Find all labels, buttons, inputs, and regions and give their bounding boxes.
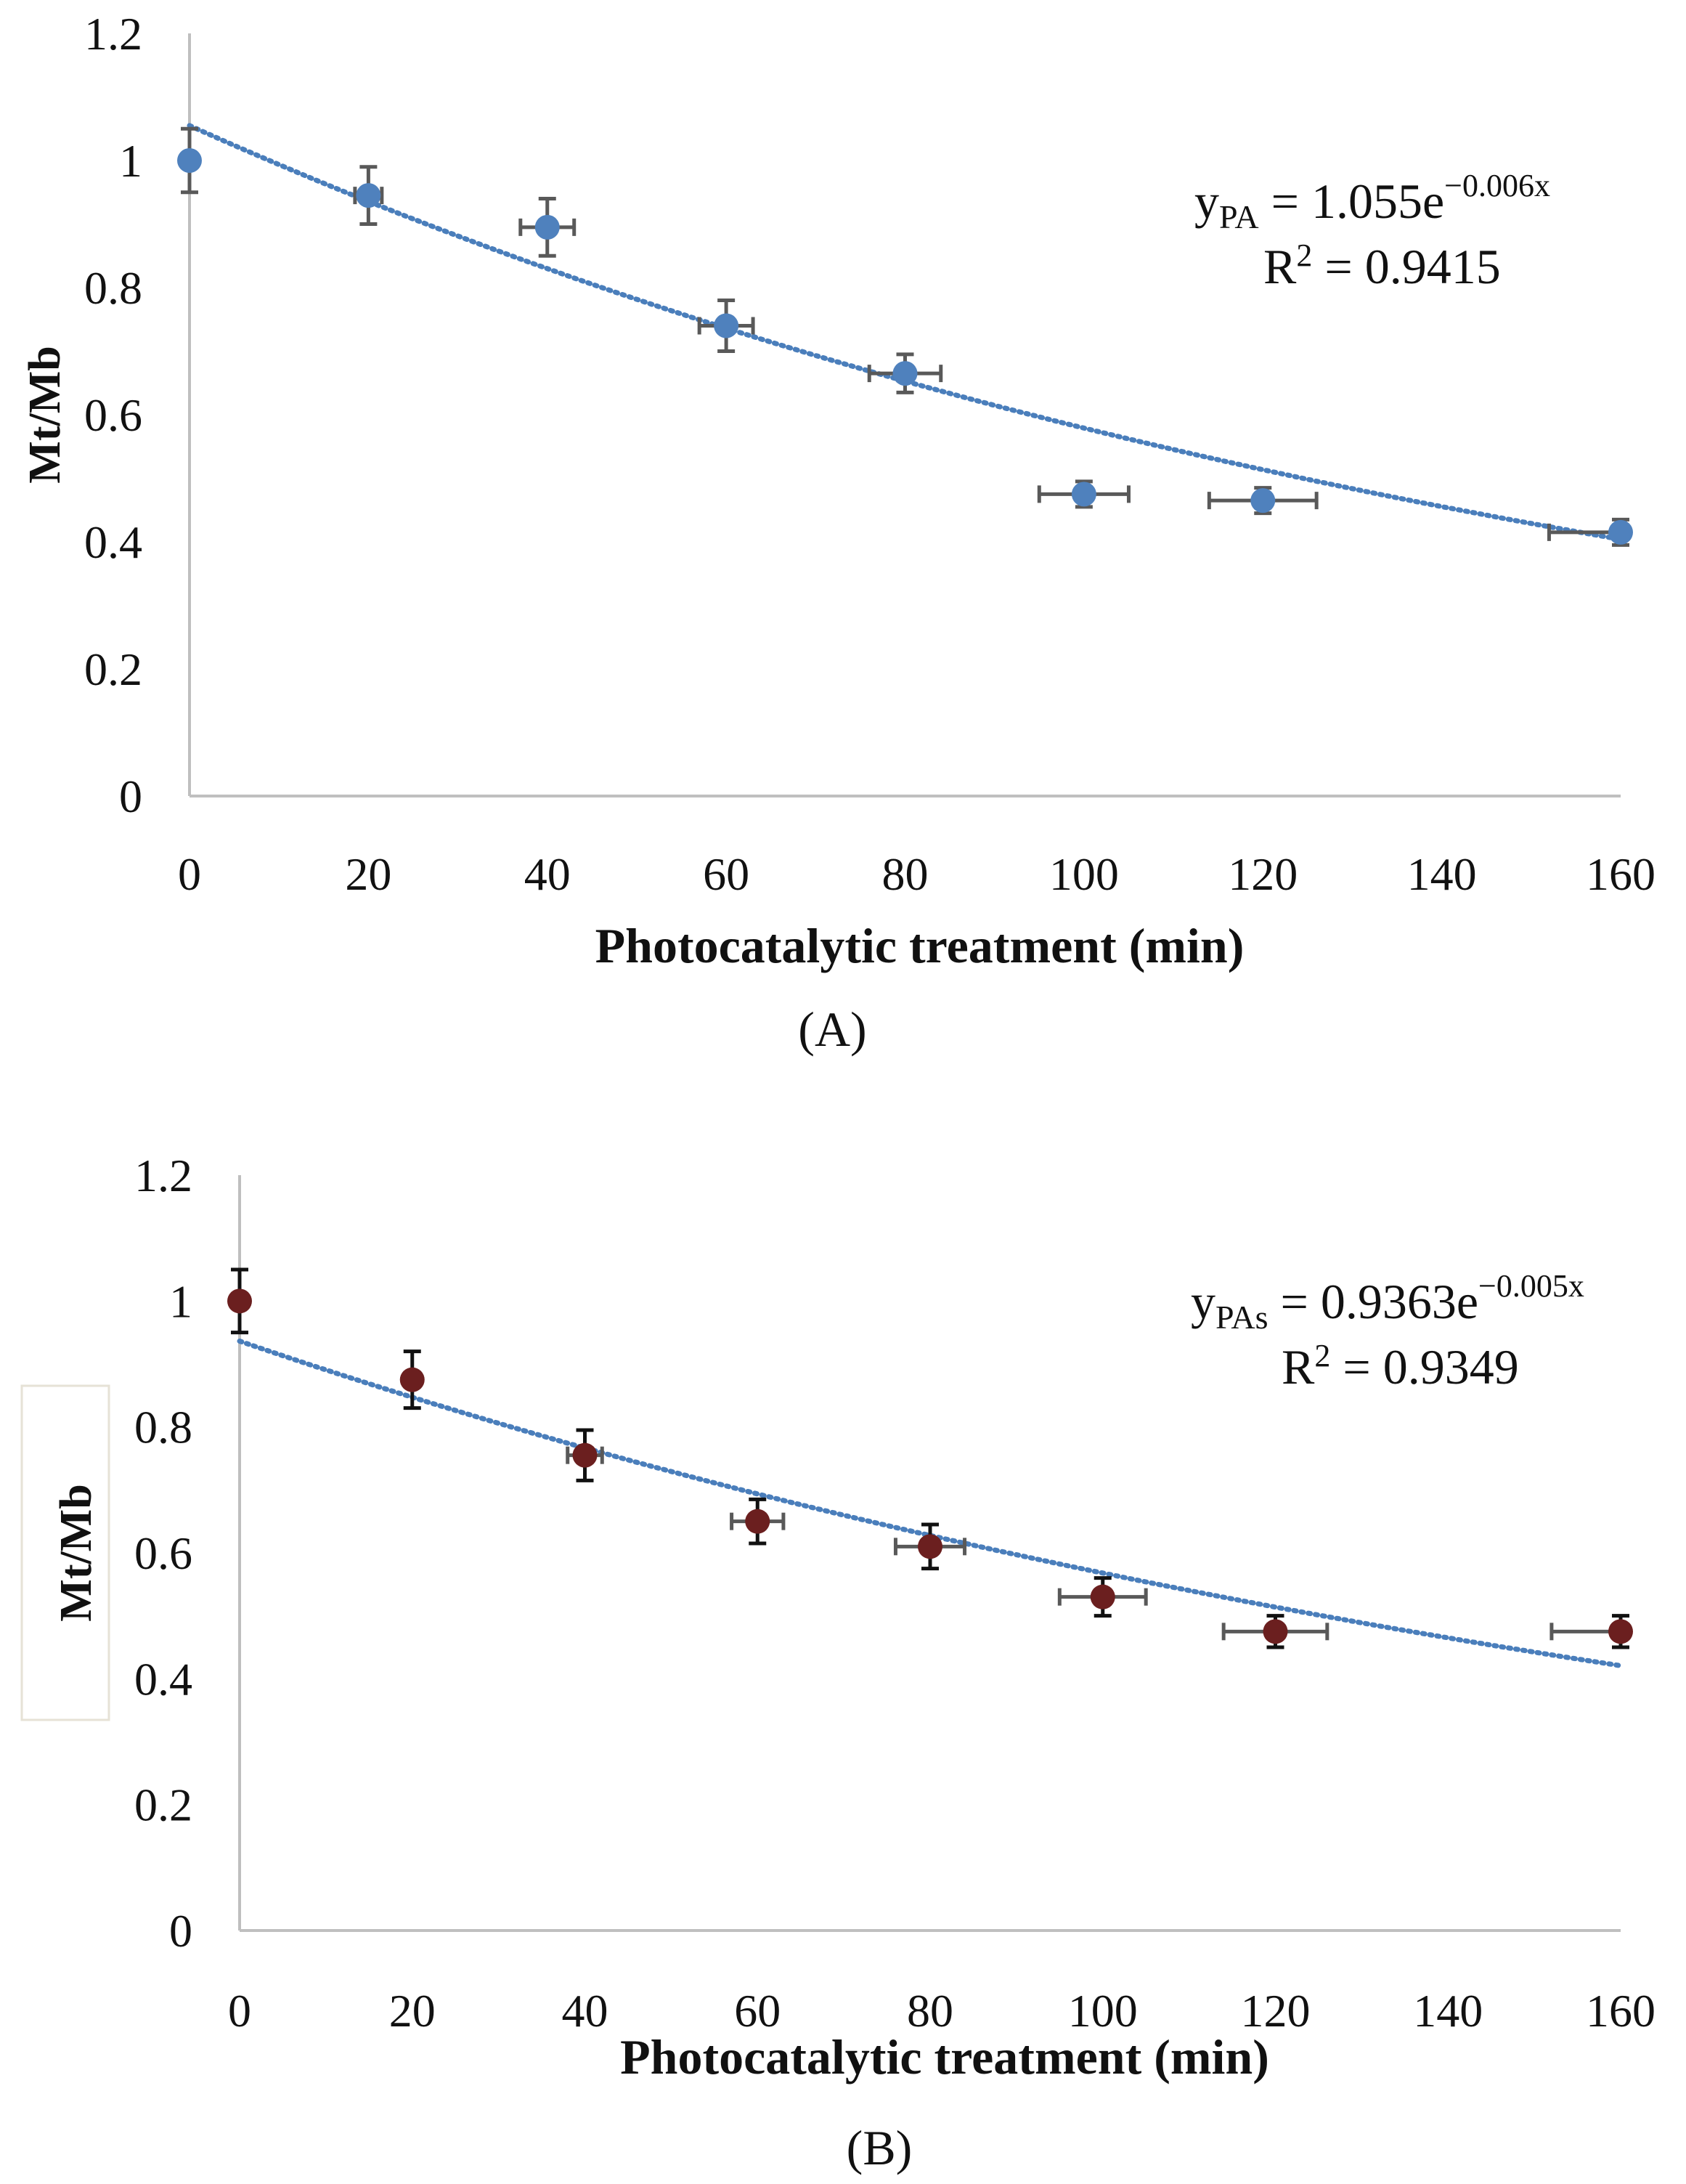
- data-point: [892, 361, 918, 386]
- data-point: [399, 1367, 425, 1392]
- y-tick-label: 0.8: [84, 262, 142, 314]
- r-squared-value: = 0.9415: [1312, 239, 1500, 294]
- x-tick-label: 120: [1228, 848, 1298, 900]
- equation-body: = 0.9363e: [1268, 1274, 1478, 1329]
- x-tick-label: 20: [345, 848, 391, 900]
- data-point-group: [566, 1428, 604, 1482]
- data-point: [1090, 1584, 1115, 1609]
- data-point: [572, 1442, 598, 1468]
- r-squared: R2 = 0.9349: [1282, 1338, 1519, 1395]
- x-tick-label: 140: [1413, 1985, 1483, 2037]
- equation-exponent: −0.006x: [1444, 168, 1550, 203]
- data-point: [1071, 482, 1096, 507]
- y-axis-title-box: [20, 1384, 110, 1721]
- data-point-group: [1549, 1614, 1633, 1649]
- r-squared: R2 = 0.9415: [1263, 238, 1501, 294]
- data-point: [1608, 519, 1633, 545]
- x-tick-label: 140: [1407, 848, 1477, 900]
- data-point-group: [1057, 1576, 1148, 1618]
- x-tick-label: 60: [734, 1985, 781, 2037]
- panel-label: (B): [847, 2120, 913, 2175]
- r-squared-label: R: [1282, 1339, 1315, 1395]
- y-tick-label: 0: [169, 1905, 192, 1957]
- data-point-group: [177, 126, 202, 195]
- r-squared-value: = 0.9349: [1330, 1339, 1518, 1395]
- x-axis-title: Photocatalytic treatment (min): [595, 918, 1245, 973]
- x-tick-label: 80: [882, 848, 929, 900]
- x-tick-label: 160: [1586, 848, 1656, 900]
- data-point-group: [353, 165, 384, 226]
- y-tick-label: 1.2: [84, 8, 142, 60]
- equation-exponent: −0.005x: [1478, 1268, 1584, 1304]
- data-point: [1608, 1619, 1633, 1644]
- r-squared-sup: 2: [1314, 1338, 1330, 1373]
- y-tick-label: 0.2: [134, 1779, 192, 1831]
- equation-subscript: PA: [1219, 198, 1259, 235]
- x-tick-label: 0: [228, 1985, 251, 2037]
- data-point-group: [867, 352, 943, 394]
- data-point: [714, 313, 739, 338]
- data-point: [918, 1534, 942, 1559]
- chart-panel-b: 0 0.2 0.4 0.6 0.8 1 1.2 0 20 40 60 80 100 120 140 160 Ph…: [20, 1150, 1656, 2175]
- data-point: [1250, 488, 1276, 513]
- trendline-equation: yPA = 1.055e−0.006x: [1194, 168, 1550, 235]
- y-tick-label: 0.4: [84, 516, 142, 568]
- y-tick-label: 0.2: [84, 644, 142, 695]
- equation-subscript: PAs: [1215, 1299, 1268, 1336]
- data-point-group: [1221, 1614, 1329, 1649]
- x-tick-label: 0: [178, 848, 201, 900]
- x-axis-title: Photocatalytic treatment (min): [620, 2029, 1269, 2084]
- equation-y: y: [1191, 1274, 1215, 1329]
- data-point-group: [1207, 486, 1319, 516]
- data-point-group: [399, 1349, 425, 1410]
- y-tick-label: 0.4: [134, 1653, 192, 1705]
- panel-label: (A): [798, 1002, 866, 1057]
- y-axis-title: Mt/Mb: [20, 346, 70, 483]
- data-point-group: [697, 299, 755, 353]
- data-point-group: [227, 1267, 252, 1335]
- x-tick-label: 160: [1586, 1985, 1656, 2037]
- y-tick-label: 1: [119, 135, 142, 187]
- x-tick-label: 40: [562, 1985, 608, 2037]
- y-tick-label: 1: [169, 1275, 192, 1327]
- data-point-group: [893, 1522, 967, 1571]
- equation-body: = 1.055e: [1259, 174, 1445, 229]
- data-point: [1263, 1619, 1288, 1644]
- trendline-equation: yPAs = 0.9363e−0.005x: [1191, 1268, 1584, 1336]
- x-tick-label: 80: [907, 1985, 953, 2037]
- x-tick-label: 120: [1241, 1985, 1311, 2037]
- x-tick-label: 20: [389, 1985, 436, 2037]
- y-tick-label: 0.6: [134, 1527, 192, 1579]
- data-point: [227, 1288, 252, 1314]
- x-tick-label: 100: [1049, 848, 1119, 900]
- y-tick-label: 1.2: [134, 1150, 192, 1201]
- y-tick-label: 0.8: [134, 1402, 192, 1453]
- r-squared-sup: 2: [1296, 238, 1312, 273]
- data-point: [534, 214, 560, 240]
- x-tick-label: 60: [703, 848, 749, 900]
- y-axis-title: Mt/Mb: [52, 1484, 101, 1621]
- chart-panel-a: 0 0.2 0.4 0.6 0.8 1 1.2 0 20 40 60 80 100 120 140 160 Ph…: [20, 8, 1656, 1057]
- data-point-group: [1547, 517, 1633, 547]
- data-point-group: [518, 197, 577, 258]
- data-point-group: [1037, 479, 1131, 509]
- data-point: [177, 148, 202, 173]
- r-squared-label: R: [1263, 239, 1297, 294]
- y-tick-label: 0: [119, 771, 142, 822]
- data-point-group: [730, 1497, 786, 1546]
- x-tick-label: 100: [1068, 1985, 1138, 2037]
- data-point: [356, 183, 381, 208]
- y-tick-label: 0.6: [84, 389, 142, 441]
- x-tick-label: 40: [524, 848, 571, 900]
- equation-y: y: [1194, 174, 1219, 229]
- data-point: [745, 1509, 770, 1534]
